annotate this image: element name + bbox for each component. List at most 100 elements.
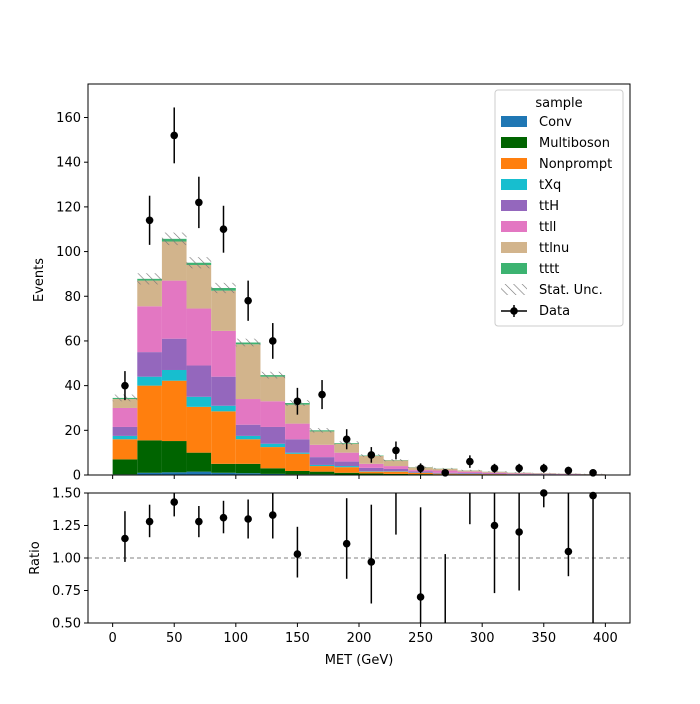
legend-data-marker — [510, 307, 518, 315]
data-point-9 — [343, 435, 351, 443]
bar-ttll-bin-8 — [310, 445, 335, 457]
legend-swatch-ttll — [501, 221, 527, 232]
data-point-16 — [515, 464, 523, 472]
data-point-1 — [146, 216, 154, 224]
main-y-tick-label: 160 — [56, 111, 81, 126]
bar-txq-bin-7 — [285, 453, 310, 454]
bar-txq-bin-4 — [211, 406, 236, 412]
data-point-0 — [121, 382, 129, 390]
legend-label-ttlnu: ttlnu — [539, 241, 569, 256]
bar-ttll-bin-10 — [359, 464, 384, 468]
bar-tth-bin-10 — [359, 468, 384, 471]
bar-nonprompt-bin-11 — [384, 472, 409, 474]
ratio-point-7 — [294, 550, 302, 558]
ratio-x-tick-label: 250 — [408, 631, 433, 646]
bar-txq-bin-8 — [310, 465, 335, 466]
legend-label-tttt: tttt — [539, 262, 559, 277]
legend-swatch-nonprompt — [501, 158, 527, 169]
ratio-point-11 — [417, 593, 425, 601]
bar-txq-bin-2 — [162, 370, 187, 381]
bar-txq-bin-1 — [137, 377, 162, 386]
main-y-tick-label: 0 — [73, 469, 81, 484]
bar-nonprompt-bin-6 — [260, 447, 285, 468]
bar-tth-bin-9 — [334, 462, 359, 466]
ratio-point-15 — [515, 528, 523, 536]
ratio-point-3 — [195, 518, 203, 526]
stat-unc-bin-1 — [137, 273, 162, 284]
bar-nonprompt-bin-7 — [285, 454, 310, 471]
legend-swatch-tth — [501, 200, 527, 211]
data-point-5 — [244, 297, 252, 305]
legend-label-nonprompt: Nonprompt — [539, 157, 612, 172]
legend-label-data: Data — [539, 304, 570, 319]
data-point-12 — [417, 464, 425, 472]
ratio-point-6 — [269, 511, 277, 519]
bar-conv-bin-3 — [187, 472, 212, 475]
bar-multiboson-bin-2 — [162, 441, 187, 472]
bar-tth-bin-3 — [187, 366, 212, 397]
legend-label-tth: ttH — [539, 199, 559, 214]
bar-tth-bin-0 — [113, 427, 138, 436]
bar-txq-bin-0 — [113, 436, 138, 439]
ratio-y-tick-label: 1.25 — [52, 519, 81, 534]
stat-unc-bin-3 — [187, 257, 212, 268]
bar-ttlnu-bin-11 — [384, 460, 409, 466]
bar-ttlnu-bin-3 — [187, 265, 212, 309]
data-point-15 — [491, 464, 499, 472]
bar-ttll-bin-2 — [162, 281, 187, 339]
stat-unc-bin-8 — [310, 428, 335, 432]
legend-swatch-txq — [501, 179, 527, 190]
legend-label-conv: Conv — [539, 115, 572, 130]
main-y-tick-label: 20 — [64, 424, 81, 439]
bar-nonprompt-bin-0 — [113, 439, 138, 459]
ratio-point-17 — [565, 548, 573, 556]
ratio-point-2 — [170, 498, 178, 506]
ratio-point-14 — [491, 522, 499, 530]
ratio-y-tick-label: 1.00 — [52, 552, 81, 567]
data-point-14 — [466, 458, 474, 466]
bar-ttlnu-bin-4 — [211, 291, 236, 331]
bar-multiboson-bin-0 — [113, 459, 138, 474]
bar-multiboson-bin-8 — [310, 472, 335, 475]
bar-tth-bin-7 — [285, 439, 310, 452]
bar-ttll-bin-7 — [285, 424, 310, 440]
ratio-x-tick-label: 400 — [593, 631, 618, 646]
ratio-x-tick-label: 350 — [531, 631, 556, 646]
bar-nonprompt-bin-3 — [187, 407, 212, 453]
ratio-point-4 — [220, 514, 228, 522]
stat-unc-bin-5 — [236, 339, 261, 347]
bar-tth-bin-8 — [310, 457, 335, 465]
main-y-axis-label: Events — [32, 258, 47, 302]
stat-unc-bin-11 — [384, 459, 409, 461]
bar-multiboson-bin-3 — [187, 453, 212, 472]
data-point-11 — [392, 447, 400, 455]
main-y-tick-label: 80 — [64, 290, 81, 305]
bar-ttlnu-bin-5 — [236, 344, 261, 399]
bar-multiboson-bin-6 — [260, 468, 285, 474]
ratio-point-1 — [146, 518, 154, 526]
main-y-tick-label: 60 — [64, 334, 81, 349]
data-point-17 — [540, 464, 548, 472]
bar-multiboson-bin-5 — [236, 464, 261, 473]
bar-ttll-bin-16 — [507, 473, 532, 474]
bar-ttll-bin-1 — [137, 306, 162, 352]
bar-txq-bin-3 — [187, 397, 212, 407]
main-y-tick-label: 120 — [56, 200, 81, 215]
bar-ttlnu-bin-8 — [310, 431, 335, 444]
stat-unc-bin-6 — [260, 372, 285, 379]
ratio-x-tick-label: 50 — [166, 631, 183, 646]
ratio-x-tick-label: 300 — [470, 631, 495, 646]
data-point-7 — [294, 397, 302, 405]
ratio-point-0 — [121, 535, 129, 543]
main-y-tick-label: 40 — [64, 379, 81, 394]
data-point-8 — [318, 391, 326, 399]
legend-label-ttll: ttll — [539, 220, 556, 235]
ratio-point-5 — [244, 515, 252, 523]
bar-nonprompt-bin-5 — [236, 439, 261, 464]
ratio-y-axis-label: Ratio — [28, 541, 43, 574]
data-point-3 — [195, 199, 203, 207]
bar-tth-bin-2 — [162, 339, 187, 370]
bar-txq-bin-6 — [260, 444, 285, 447]
bar-nonprompt-bin-1 — [137, 386, 162, 441]
